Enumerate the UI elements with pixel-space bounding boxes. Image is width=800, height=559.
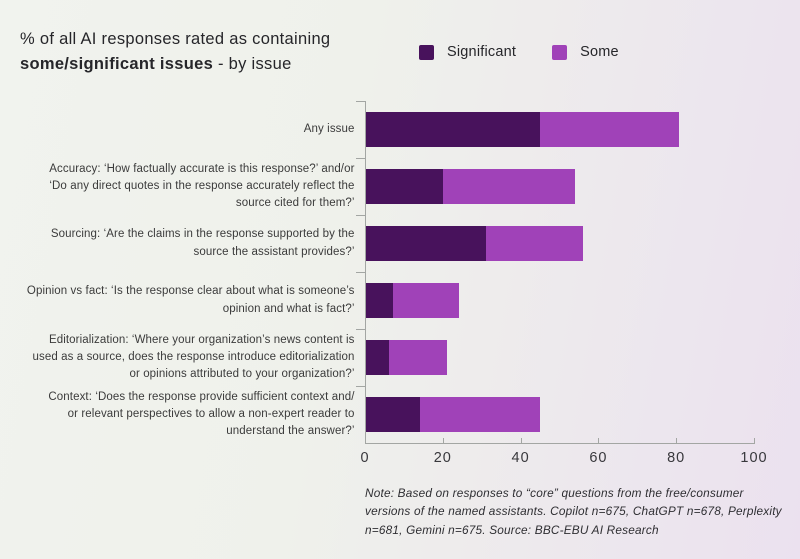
bar-segment-some — [539, 112, 680, 147]
legend-item-significant: Significant — [419, 44, 516, 60]
bar-area — [355, 158, 753, 215]
legend-item-some: Some — [552, 44, 619, 60]
stacked-bar — [365, 226, 753, 261]
bar-segment-significant — [365, 283, 393, 318]
x-axis-tick-label: 80 — [667, 450, 686, 466]
stacked-bar — [365, 112, 753, 147]
source-note: Note: Based on responses to “core” quest… — [365, 486, 782, 537]
bar-area — [355, 101, 753, 158]
bar-segment-some — [443, 169, 575, 204]
bar-area — [355, 272, 753, 329]
stacked-bar — [365, 283, 753, 318]
x-axis-tick-label: 40 — [511, 450, 530, 466]
category-label: Any issue — [303, 122, 355, 135]
chart-rows: Any issue Accuracy: ‘How factually accura… — [10, 101, 753, 443]
chart-row: Editorialization: ‘Where your organizati… — [10, 329, 753, 386]
legend: Significant Some — [419, 44, 619, 60]
chart-title-line2: some/significant issues - by issue — [20, 52, 330, 77]
x-axis-tick — [754, 438, 755, 444]
x-axis-tick — [442, 438, 444, 444]
bar-area — [355, 329, 753, 386]
chart-row: Sourcing: ‘Are the claims in the respons… — [10, 215, 753, 272]
x-axis-tick — [676, 438, 678, 444]
chart-row: Accuracy: ‘How factually accurate is thi… — [10, 158, 753, 215]
chart-title-line1: % of all AI responses rated as containin… — [20, 30, 331, 48]
category-label: Opinion vs fact: ‘Is the response clear … — [26, 285, 355, 315]
stacked-bar — [365, 340, 753, 375]
category-label: Context: ‘Does the response provide suff… — [48, 390, 355, 438]
bar-segment-significant — [365, 397, 420, 432]
chart-title: % of all AI responses rated as containin… — [20, 27, 330, 77]
x-axis-labels: 0 20 40 60 80 100 — [360, 450, 766, 470]
category-label: Sourcing: ‘Are the claims in the respons… — [50, 228, 355, 258]
bar-segment-significant — [365, 169, 444, 204]
chart-title-rest: - by issue — [213, 54, 292, 73]
bar-segment-significant — [365, 340, 389, 375]
chart-title-bold: some/significant issues — [20, 54, 214, 73]
x-axis-tick — [520, 438, 522, 444]
bar-area — [355, 215, 753, 272]
stacked-bar — [365, 397, 753, 432]
legend-label-significant: Significant — [447, 44, 517, 60]
legend-label-some: Some — [580, 44, 619, 60]
x-axis-tick-label: 0 — [360, 450, 370, 466]
x-axis-tick-label: 20 — [433, 450, 452, 466]
x-axis-tick-label: 60 — [589, 450, 608, 466]
bar-segment-some — [485, 226, 583, 261]
bar-segment-significant — [365, 226, 486, 261]
x-axis-tick — [365, 438, 366, 444]
category-label: Editorialization: ‘Where your organizati… — [32, 333, 355, 381]
category-label: Accuracy: ‘How factually accurate is thi… — [49, 162, 355, 210]
bar-segment-some — [392, 283, 459, 318]
stacked-bar — [365, 169, 753, 204]
bar-segment-significant — [365, 112, 540, 147]
chart-row: Any issue — [10, 101, 753, 158]
x-axis-tick-label: 100 — [740, 450, 768, 466]
chart-row: Opinion vs fact: ‘Is the response clear … — [10, 272, 753, 329]
bar-area — [355, 386, 753, 443]
bar-segment-some — [419, 397, 540, 432]
chart-row: Context: ‘Does the response provide suff… — [10, 386, 753, 443]
legend-swatch-significant — [419, 44, 434, 60]
legend-swatch-some — [552, 44, 568, 60]
x-axis-tick — [598, 438, 600, 444]
x-axis — [365, 438, 755, 444]
bar-segment-some — [388, 340, 447, 375]
